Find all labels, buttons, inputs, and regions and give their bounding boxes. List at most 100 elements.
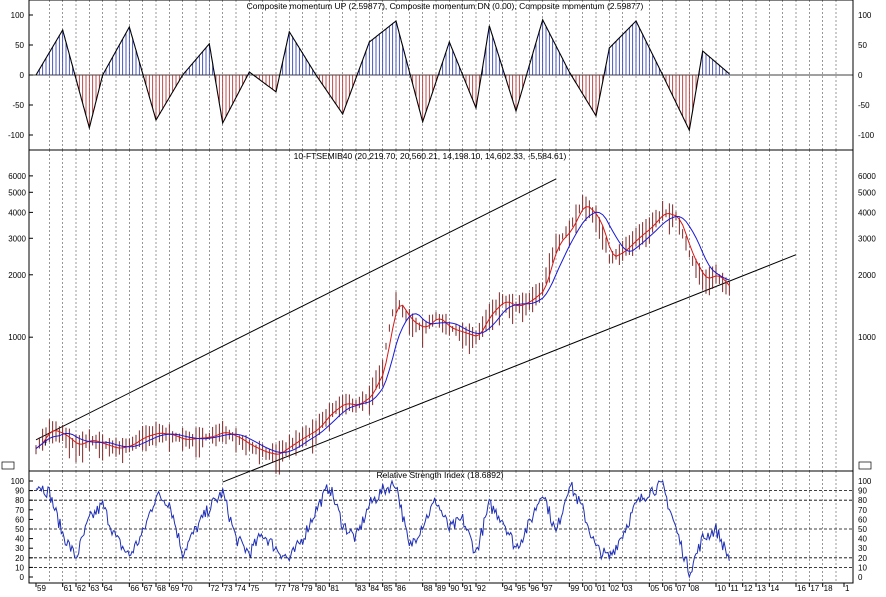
momentum-tick-right: 50 (858, 41, 867, 50)
rsi-tick-right: 50 (858, 525, 867, 534)
rsi-tick-left: 0 (20, 573, 25, 582)
date-tick-label: 73 (224, 584, 233, 592)
rsi-tick-right: 100 (858, 477, 872, 486)
date-tick-label: 16 (797, 584, 806, 592)
grid-layer (49, 0, 837, 583)
corner-marker-left (1, 461, 15, 470)
date-tick-label: 67 (144, 584, 153, 592)
ma-fast-line (35, 206, 730, 455)
date-tick-label: 92 (477, 584, 486, 592)
momentum-tick-left: -50 (12, 101, 24, 110)
date-tick-label: 02 (610, 584, 619, 592)
date-tick-label: 90 (450, 584, 459, 592)
date-tick-label: 07 (677, 584, 686, 592)
axes-layer: 100 100 50 500 0 -50 -50 -100 -100 60 0 0 60 0 0 5000 50… (8, 11, 876, 582)
price-tick-right: 1000 (858, 333, 876, 342)
price-tick-left: 4000 (8, 208, 26, 217)
channel-lower (222, 254, 797, 483)
date-tick-label: 94 (504, 584, 513, 592)
rsi-tick-left: 70 (15, 506, 24, 515)
date-tick-label: 96 (530, 584, 539, 592)
date-tick-label: 66 (130, 584, 139, 592)
date-axis: 59 61 62 63 64 66 67 68 69 70 72 73 74 75 77 78 79 80 81 83… (35, 583, 850, 593)
date-tick-label: 72 (210, 584, 219, 592)
momentum-tick-right: -100 (858, 131, 875, 140)
rsi-tick-left: 10 (15, 563, 24, 572)
price-tick-right: 3000 (858, 234, 876, 243)
date-tick-label: 91 (464, 584, 473, 592)
momentum-tick-left: -100 (8, 131, 25, 140)
date-tick-label: 84 (370, 584, 379, 592)
date-tick-label: 1 (845, 584, 850, 592)
momentum-tick-left: 100 (11, 11, 25, 20)
date-tick-label: 69 (170, 584, 179, 592)
date-tick-label: 86 (397, 584, 406, 592)
price-tick-right: 2000 (858, 271, 876, 280)
date-tick-label: 05 (650, 584, 659, 592)
date-tick-label: 78 (290, 584, 299, 592)
momentum-tick-left: 0 (20, 71, 25, 80)
price-tick-left: 2000 (8, 271, 26, 280)
price-title: 10-FTSEMIB40 (20,219.70, 20,560.21, 14,1… (294, 151, 567, 161)
date-tick-label: 11 (730, 584, 739, 592)
momentum-tick-right: 0 (858, 71, 863, 80)
date-tick-label: 70 (184, 584, 193, 592)
date-tick-label: 17 (810, 584, 819, 592)
date-tick-label: 00 (584, 584, 593, 592)
rsi-tick-right: 40 (858, 535, 867, 544)
rsi-tick-right: 10 (858, 563, 867, 572)
rsi-tick-left: 50 (15, 525, 24, 534)
date-tick-label: 85 (384, 584, 393, 592)
date-tick-label: 61 (64, 584, 73, 592)
momentum-tick-right: 100 (858, 11, 872, 20)
date-tick-label: 14 (770, 584, 779, 592)
rsi-tick-left: 30 (15, 544, 24, 553)
rsi-tick-left: 90 (15, 487, 24, 496)
momentum-tick-right: -50 (858, 101, 870, 110)
date-tick-label: 08 (690, 584, 699, 592)
date-tick-label: 68 (157, 584, 166, 592)
date-tick-label: 97 (544, 584, 553, 592)
date-tick-label: 06 (664, 584, 673, 592)
date-tick-label: 63 (90, 584, 99, 592)
rsi-title: Relative Strength Index (18.6892) (376, 470, 503, 480)
date-tick-label: 10 (717, 584, 726, 592)
momentum-tick-left: 50 (15, 41, 24, 50)
date-tick-label: 79 (304, 584, 313, 592)
momentum-layer (35, 18, 730, 133)
rsi-tick-right: 80 (858, 496, 867, 505)
price-tick-left: 5000 (8, 188, 26, 197)
rsi-layer (35, 479, 730, 579)
rsi-tick-right: 0 (858, 573, 863, 582)
date-tick-label: 88 (424, 584, 433, 592)
price-tick-right: 5000 (858, 188, 876, 197)
date-tick-label: 62 (77, 584, 86, 592)
date-tick-label: 75 (250, 584, 259, 592)
date-tick-label: 64 (104, 584, 113, 592)
rsi-tick-left: 80 (15, 496, 24, 505)
price-tick-right: 4000 (858, 208, 876, 217)
price-tick-left: 3000 (8, 234, 26, 243)
date-tick-label: 77 (277, 584, 286, 592)
price-tick-left: 1000 (8, 333, 26, 342)
date-tick-label: 13 (757, 584, 766, 592)
momentum-outline (35, 18, 730, 133)
momentum-title: Composite momentum UP (2.59877), Composi… (247, 1, 644, 11)
corner-marker-right (858, 461, 872, 470)
date-tick-label: 59 (37, 584, 46, 592)
date-tick-label: 03 (624, 584, 633, 592)
price-layer (35, 178, 797, 483)
date-tick-label: 18 (824, 584, 833, 592)
rsi-tick-right: 70 (858, 506, 867, 515)
rsi-line (35, 479, 730, 579)
rsi-tick-left: 60 (15, 515, 24, 524)
ma-slow-line (35, 211, 730, 454)
rsi-tick-left: 40 (15, 535, 24, 544)
channel-upper (35, 178, 557, 441)
rsi-tick-left: 20 (15, 554, 24, 563)
date-tick-label: 95 (517, 584, 526, 592)
rsi-tick-right: 60 (858, 515, 867, 524)
date-tick-label: 81 (330, 584, 339, 592)
